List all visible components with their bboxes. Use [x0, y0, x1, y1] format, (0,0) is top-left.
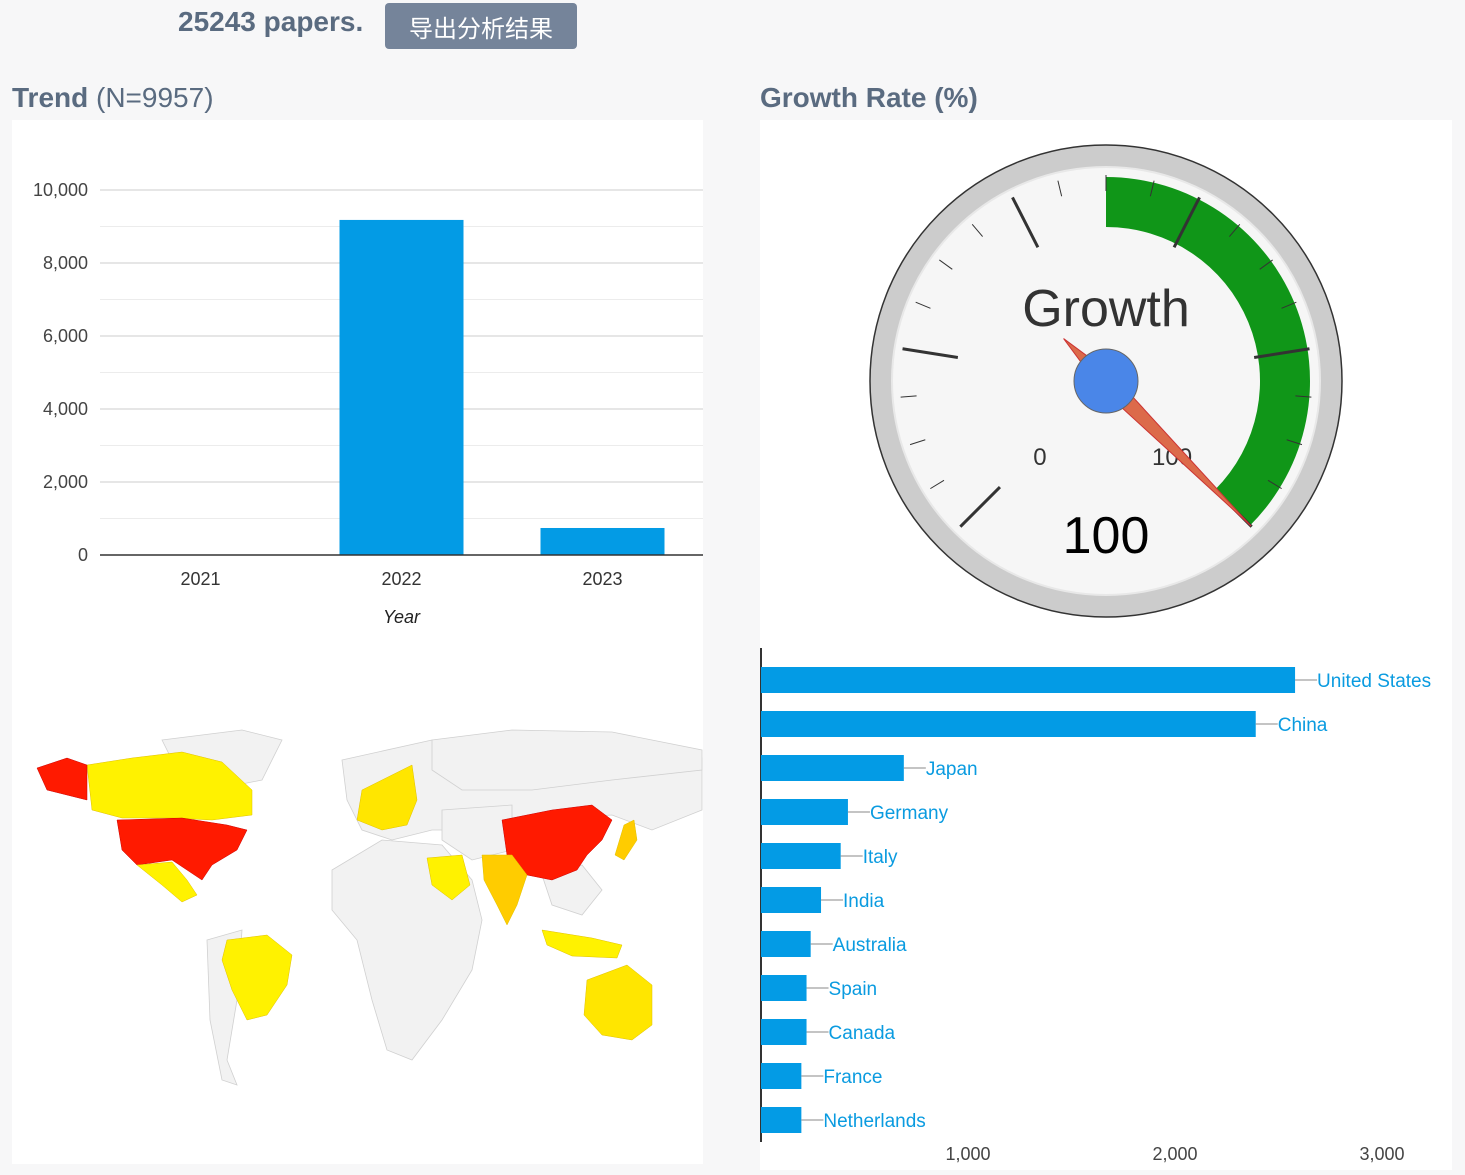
- trend-chart-panel: 0 2,000 4,000 6,000 8,000 10,000 2021 2022 2023 Y…: [12, 120, 703, 640]
- world-map[interactable]: [12, 640, 703, 1164]
- y-tick-label: 8,000: [43, 253, 88, 273]
- top-bar: 25243 papers. 导出分析结果: [0, 0, 1465, 60]
- country-label: Spain: [829, 979, 878, 1000]
- country-bar: [761, 931, 811, 957]
- gauge-major-tick: [1253, 347, 1310, 360]
- gauge-minor-tick: [1259, 259, 1273, 270]
- country-bar: [761, 799, 848, 825]
- map-region-australia: [583, 964, 653, 1041]
- gauge-hub: [1073, 348, 1139, 414]
- gauge-minor-tick: [971, 224, 983, 237]
- country-label: United States: [1317, 671, 1431, 692]
- map-region-japan: [614, 819, 638, 861]
- country-label: Australia: [833, 935, 907, 956]
- trend-chart: 0 2,000 4,000 6,000 8,000 10,000 2021 2022 2023 Y…: [33, 180, 703, 627]
- gauge-minor-tick: [1149, 180, 1155, 197]
- trend-count: (N=9957): [96, 82, 214, 113]
- x-tick-label: 2023: [582, 569, 622, 589]
- gauge-green-band: [1106, 177, 1310, 526]
- map-region-russia: [431, 729, 703, 791]
- country-label: Italy: [863, 847, 898, 868]
- country-bar: [761, 1063, 802, 1089]
- map-region-canada: [86, 751, 253, 821]
- export-results-button[interactable]: 导出分析结果: [385, 3, 577, 49]
- y-tick-label: 0: [78, 545, 88, 565]
- map-region-africa: [331, 839, 483, 1061]
- gauge-minor-tick: [1267, 479, 1282, 490]
- country-bar: [761, 843, 841, 869]
- map-region-indonesia: [541, 929, 623, 959]
- world-map-panel: [12, 640, 703, 1164]
- map-region-united-states: [116, 817, 248, 881]
- map-region-india: [481, 854, 528, 926]
- gauge-minor-tick: [1286, 439, 1303, 446]
- gauge-minor-tick: [939, 259, 953, 270]
- country-bar: [761, 711, 1256, 737]
- gauge-minor-tick: [1057, 180, 1063, 197]
- gauge-major-tick: [1011, 196, 1040, 249]
- x-tick-label: 1,000: [945, 1144, 990, 1164]
- gauge-minor-tick: [1229, 224, 1241, 237]
- map-region-saudi-arabia: [426, 854, 471, 901]
- gauge-value: 100: [1063, 507, 1150, 565]
- gauge-minor-tick: [909, 439, 926, 446]
- map-region-northern-europe: [356, 764, 418, 831]
- gauge-min-label: 0: [1033, 444, 1046, 471]
- x-axis-title: Year: [383, 607, 421, 627]
- gauge-minor-tick: [930, 479, 945, 490]
- x-tick-label: 2021: [180, 569, 220, 589]
- trend-title: Trend (N=9957): [12, 82, 214, 114]
- x-tick-label: 3,000: [1359, 1144, 1404, 1164]
- trend-bar-2023: [540, 527, 665, 555]
- gauge-panel: Growth 0 100 100: [760, 120, 1452, 640]
- country-bar: [761, 755, 904, 781]
- map-region-alaska: [36, 757, 88, 801]
- paper-count: 25243 papers.: [178, 6, 364, 37]
- trend-title-label: Trend: [12, 82, 89, 113]
- map-region-mexico: [136, 861, 198, 903]
- trend-bar-2022: [339, 219, 464, 555]
- gauge-minor-tick: [1295, 395, 1312, 398]
- country-label: France: [823, 1067, 882, 1088]
- country-label: Germany: [870, 803, 949, 824]
- y-tick-label: 4,000: [43, 399, 88, 419]
- country-label: India: [843, 891, 885, 912]
- country-bar: [761, 667, 1296, 693]
- country-bar: [761, 1019, 807, 1045]
- x-tick-label: 2022: [381, 569, 421, 589]
- gauge-minor-tick: [900, 395, 917, 398]
- country-label: Canada: [829, 1023, 896, 1044]
- country-bar: [761, 887, 822, 913]
- country-bar: [761, 1107, 802, 1133]
- map-region-brazil: [221, 934, 293, 1021]
- country-label: Netherlands: [823, 1111, 925, 1132]
- growth-title: Growth Rate (%): [760, 82, 978, 113]
- country-bar: [761, 975, 807, 1001]
- gauge-major-tick: [902, 347, 959, 360]
- gauge-label: Growth: [1022, 280, 1190, 338]
- x-tick-label: 2,000: [1152, 1144, 1197, 1164]
- country-chart-panel: United States China Japan Germany Italy India…: [760, 640, 1452, 1170]
- map-region-central-asia: [441, 804, 513, 861]
- gauge-minor-tick: [1281, 301, 1297, 309]
- y-tick-label: 2,000: [43, 472, 88, 492]
- country-bar-chart: United States China Japan Germany Italy India…: [760, 648, 1431, 1164]
- gauge-major-tick: [959, 486, 1001, 528]
- country-label: China: [1278, 715, 1328, 736]
- y-tick-label: 6,000: [43, 326, 88, 346]
- y-tick-label: 10,000: [33, 180, 88, 200]
- gauge-major-tick: [1172, 196, 1201, 249]
- gauge-minor-tick: [915, 301, 931, 309]
- country-label: Japan: [926, 759, 978, 780]
